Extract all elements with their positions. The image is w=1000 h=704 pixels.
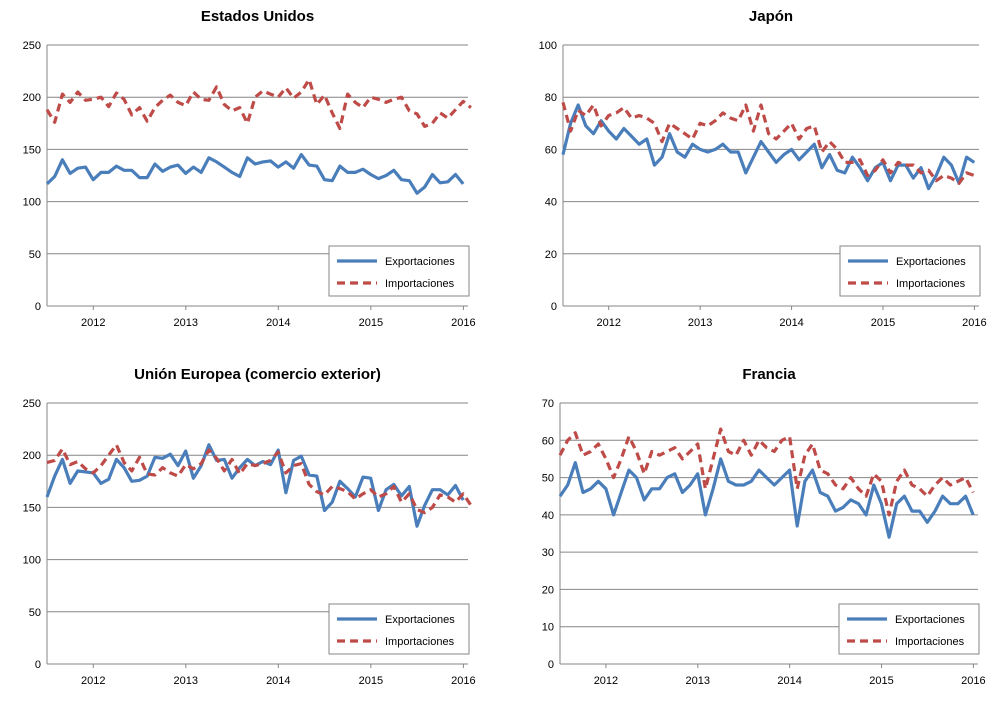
x-tick-label: 2012 xyxy=(81,317,105,329)
chart-4: Francia 0 10 20 30 40 50 60 70 2012 2013 2014 2015 20… xyxy=(542,366,986,687)
y-tick-label: 20 xyxy=(545,249,557,261)
legend: Exportaciones Importaciones xyxy=(328,245,470,297)
legend-label: Exportaciones xyxy=(385,256,455,268)
series-exportaciones-line xyxy=(45,153,465,195)
y-tick-label: 40 xyxy=(545,197,557,209)
x-tick-label: 2016 xyxy=(451,317,475,329)
y-tick-label: 30 xyxy=(542,547,554,559)
legend-label: Exportaciones xyxy=(896,256,966,268)
y-tick-label: 200 xyxy=(23,450,41,462)
x-tick-label: 2013 xyxy=(174,675,198,687)
y-tick-label: 20 xyxy=(542,584,554,596)
legend-label: Exportaciones xyxy=(895,614,965,626)
x-tick-label: 2016 xyxy=(962,317,986,329)
x-tick-label: 2014 xyxy=(777,675,801,687)
y-tick-label: 150 xyxy=(23,144,41,156)
series-exportaciones-line xyxy=(558,457,975,539)
x-tick-label: 2012 xyxy=(594,675,618,687)
series-importaciones-line xyxy=(558,427,975,517)
y-tick-label: 60 xyxy=(545,144,557,156)
y-tick-label: 40 xyxy=(542,510,554,522)
legend-label: Importaciones xyxy=(895,636,965,648)
chart-title: Estados Unidos xyxy=(201,8,314,25)
legend-box xyxy=(328,245,470,297)
x-tick-label: 2016 xyxy=(961,675,985,687)
chart-title: Japón xyxy=(749,8,793,25)
y-tick-label: 80 xyxy=(545,92,557,104)
y-tick-label: 0 xyxy=(548,659,554,671)
y-tick-label: 50 xyxy=(29,607,41,619)
legend-label: Importaciones xyxy=(896,278,966,290)
legend-label: Importaciones xyxy=(385,636,455,648)
y-tick-label: 50 xyxy=(29,249,41,261)
x-tick-label: 2015 xyxy=(359,317,383,329)
x-tick-label: 2012 xyxy=(81,675,105,687)
y-tick-label: 50 xyxy=(542,473,554,485)
x-tick-label: 2014 xyxy=(779,317,803,329)
series-importaciones-line xyxy=(45,77,472,131)
y-tick-label: 100 xyxy=(23,197,41,209)
x-tick-label: 2016 xyxy=(451,675,475,687)
y-tick-label: 0 xyxy=(35,659,41,671)
chart-3: Unión Europea (comercio exterior) 0 50 100 1… xyxy=(23,366,476,687)
x-tick-label: 2014 xyxy=(266,317,290,329)
series-exportaciones-line xyxy=(561,103,976,191)
x-tick-label: 2013 xyxy=(174,317,198,329)
legend-label: Importaciones xyxy=(385,278,455,290)
legend-box xyxy=(838,603,980,655)
y-tick-label: 70 xyxy=(542,398,554,410)
x-tick-label: 2012 xyxy=(596,317,620,329)
y-tick-label: 0 xyxy=(35,301,41,313)
series-importaciones-line xyxy=(46,443,473,515)
chart-title: Francia xyxy=(742,366,796,383)
legend-box xyxy=(839,245,981,297)
legend: Exportaciones Importaciones xyxy=(838,603,980,655)
series-exportaciones-line xyxy=(45,443,465,528)
y-tick-label: 200 xyxy=(23,92,41,104)
series-importaciones-line xyxy=(561,101,975,185)
y-tick-label: 10 xyxy=(542,622,554,634)
y-tick-label: 0 xyxy=(551,301,557,313)
y-tick-label: 100 xyxy=(539,40,557,52)
legend-box xyxy=(328,603,470,655)
legend-label: Exportaciones xyxy=(385,614,455,626)
y-tick-label: 60 xyxy=(542,435,554,447)
y-tick-label: 250 xyxy=(23,40,41,52)
x-tick-label: 2013 xyxy=(688,317,712,329)
x-tick-label: 2015 xyxy=(869,675,893,687)
x-tick-label: 2014 xyxy=(266,675,290,687)
x-tick-label: 2015 xyxy=(871,317,895,329)
chart-1: Estados Unidos 0 50 100 150 200 250 2012 2013 201… xyxy=(23,8,476,329)
y-tick-label: 250 xyxy=(23,398,41,410)
legend: Exportaciones Importaciones xyxy=(328,603,470,655)
y-tick-label: 100 xyxy=(23,555,41,567)
chart-title: Unión Europea (comercio exterior) xyxy=(134,366,381,383)
x-tick-label: 2015 xyxy=(359,675,383,687)
legend: Exportaciones Importaciones xyxy=(839,245,981,297)
chart-2: Japón 0 20 40 60 80 100 2012 2013 2014 2015 2016 Exp… xyxy=(539,8,987,329)
x-tick-label: 2013 xyxy=(686,675,710,687)
y-tick-label: 150 xyxy=(23,502,41,514)
